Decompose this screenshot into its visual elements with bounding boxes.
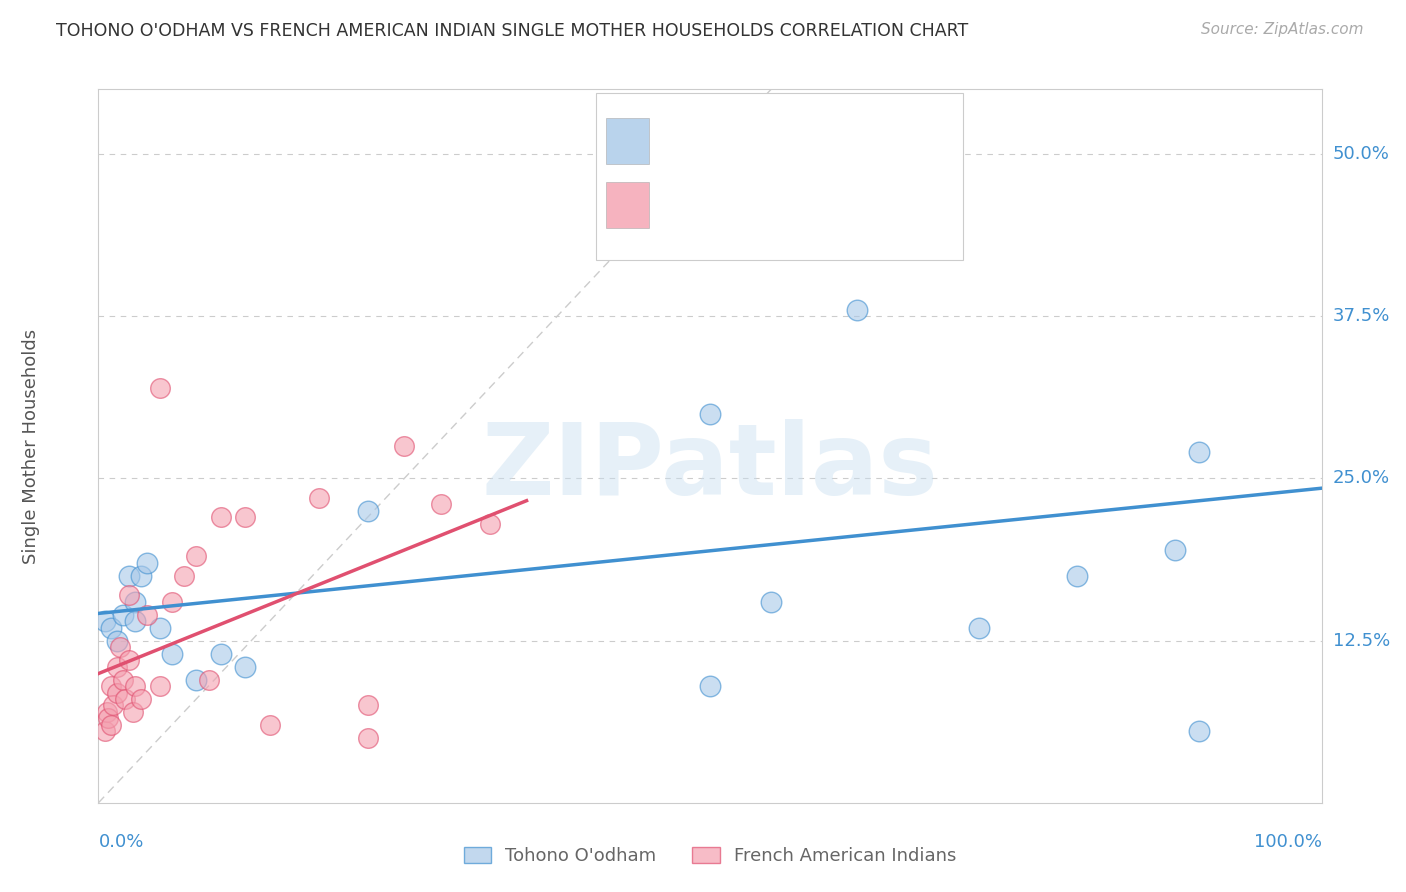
Point [356,698,378,713]
Point [93,724,115,739]
Point [1066,568,1088,582]
Text: 0.547: 0.547 [718,129,780,149]
Text: 100.0%: 100.0% [1254,833,1322,851]
Text: Single Mother Households: Single Mother Households [22,328,41,564]
Point [173,568,195,582]
Point [118,588,141,602]
Point [1188,724,1211,739]
Point [136,556,159,570]
Point [233,659,256,673]
Point [1188,445,1211,459]
Point [129,692,152,706]
Point [129,568,152,582]
Point [356,731,378,745]
Point [430,497,453,511]
Point [96,705,118,719]
Point [259,718,281,732]
Point [160,595,183,609]
Point [392,439,416,453]
Point [121,705,143,719]
Text: R =: R = [668,129,710,149]
Point [186,673,208,687]
Point [478,516,501,531]
Point [186,549,208,564]
Point [209,647,232,661]
Text: 50.0%: 50.0% [1333,145,1389,163]
Point [699,679,721,693]
Text: 37.5%: 37.5% [1333,307,1391,326]
Point [149,381,172,395]
Text: N =: N = [800,193,842,211]
Point [136,607,159,622]
Point [699,407,721,421]
Point [111,673,134,687]
Text: 0.497: 0.497 [718,193,780,211]
Point [233,510,256,524]
Point [124,614,146,628]
Point [114,692,136,706]
Text: 0.0%: 0.0% [98,833,143,851]
Point [100,621,122,635]
Point [124,595,146,609]
Point [209,510,232,524]
Point [308,491,330,505]
Point [149,679,172,693]
Point [105,633,128,648]
Point [845,167,868,181]
Point [118,653,141,667]
Point [845,302,868,317]
Legend: Tohono O'odham, French American Indians: Tohono O'odham, French American Indians [457,839,963,872]
Text: ZIPatlas: ZIPatlas [482,419,938,516]
Text: 25.0%: 25.0% [1333,469,1391,487]
Point [100,718,122,732]
Point [124,679,146,693]
Point [1164,542,1187,557]
Text: 32: 32 [848,193,876,211]
Text: N =: N = [800,129,842,149]
Point [100,679,122,693]
FancyBboxPatch shape [596,93,963,260]
Point [111,607,134,622]
Text: 12.5%: 12.5% [1333,632,1391,649]
Point [761,595,783,609]
Text: 25: 25 [848,129,876,149]
Point [93,614,115,628]
Point [160,647,183,661]
Point [105,659,128,673]
FancyBboxPatch shape [606,118,648,164]
Text: Source: ZipAtlas.com: Source: ZipAtlas.com [1201,22,1364,37]
Text: R =: R = [668,193,710,211]
Point [967,621,990,635]
Point [110,640,132,654]
FancyBboxPatch shape [606,182,648,228]
Point [118,568,141,582]
Point [97,711,120,725]
Text: TOHONO O'ODHAM VS FRENCH AMERICAN INDIAN SINGLE MOTHER HOUSEHOLDS CORRELATION CH: TOHONO O'ODHAM VS FRENCH AMERICAN INDIAN… [56,22,969,40]
Point [149,621,172,635]
Point [356,504,378,518]
Point [197,673,219,687]
Point [105,685,128,699]
Point [101,698,124,713]
